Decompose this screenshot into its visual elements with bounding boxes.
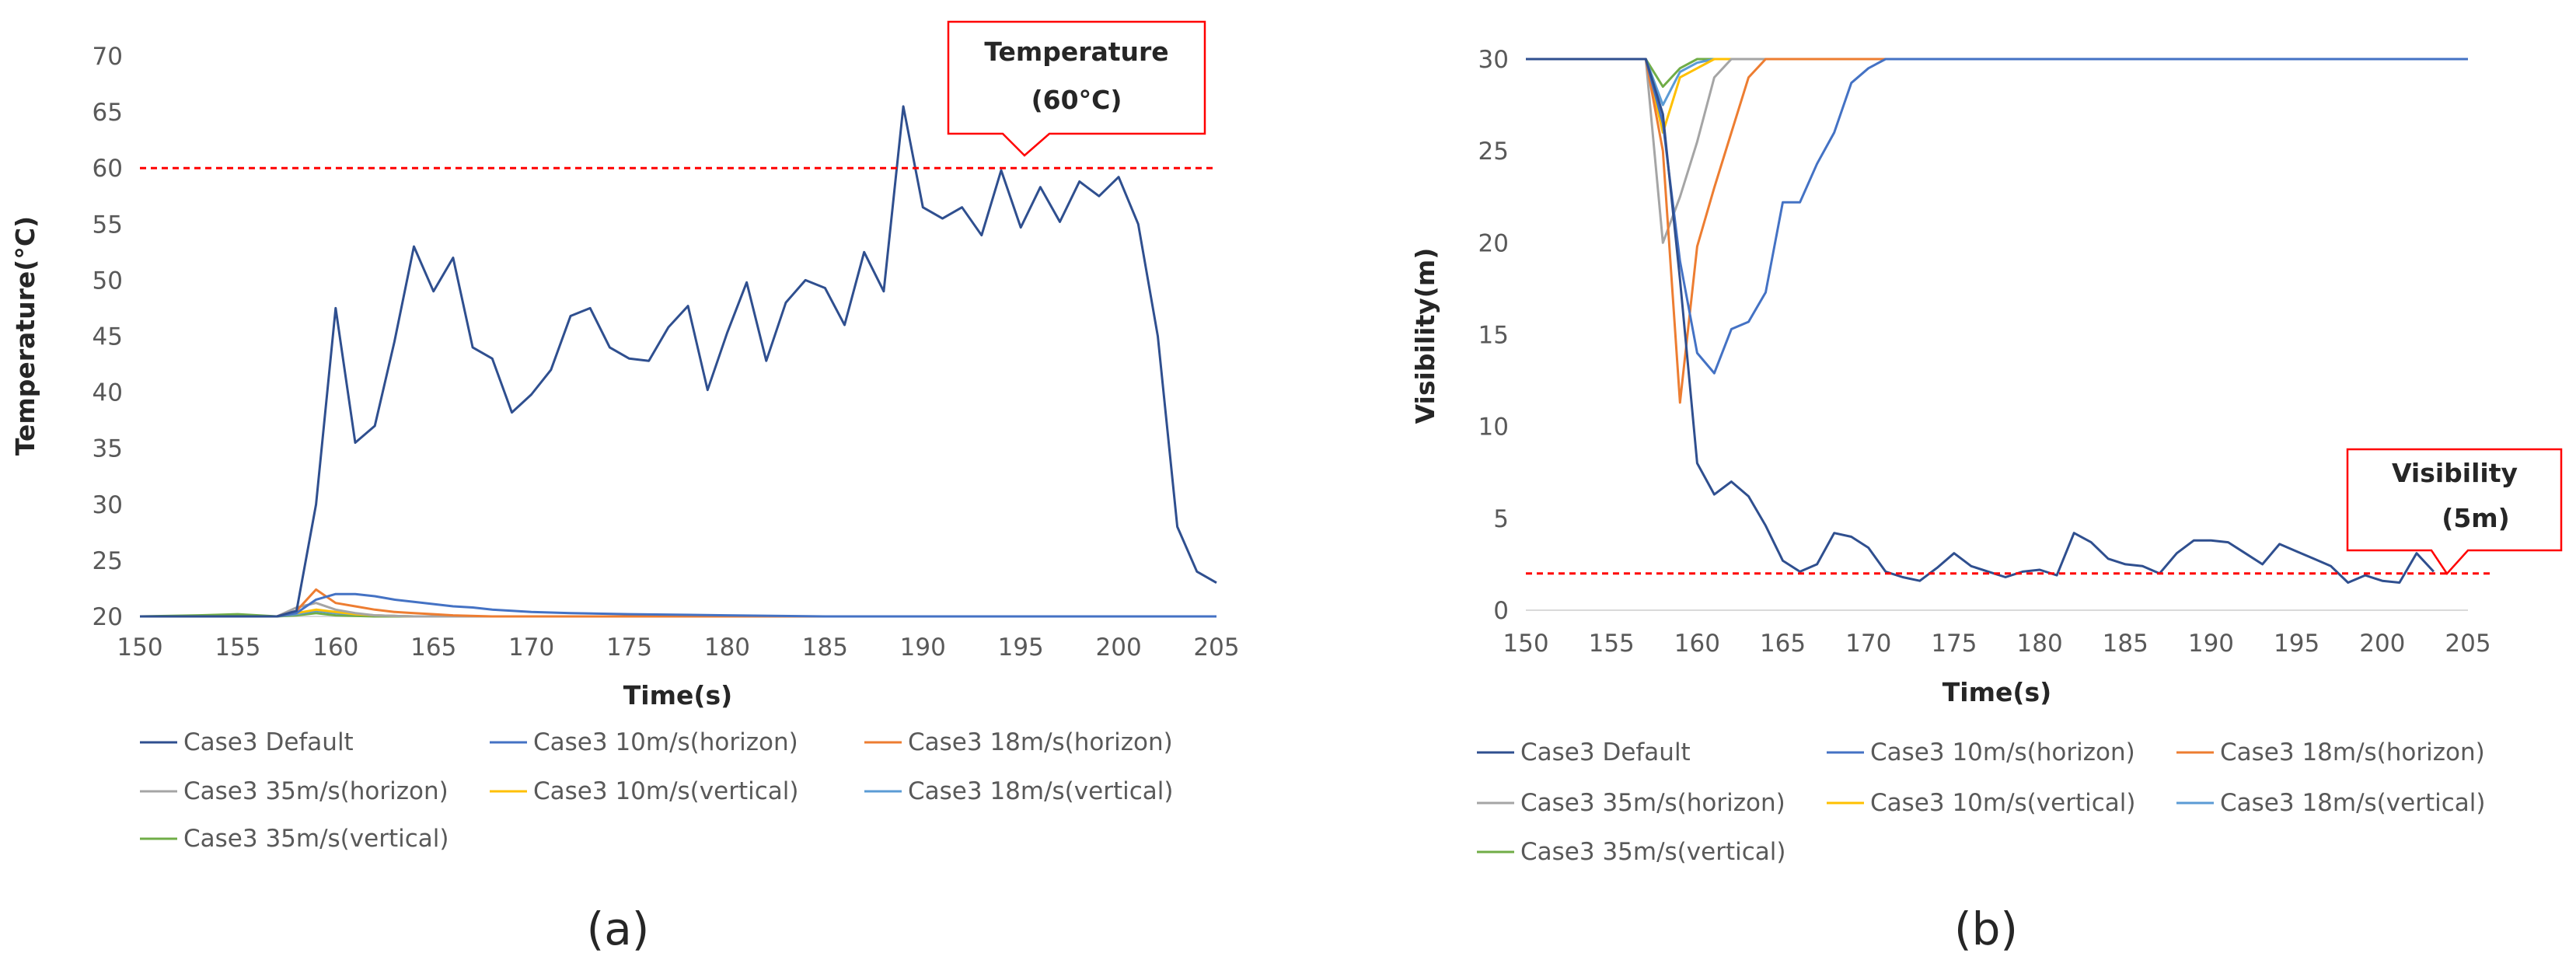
chart-temperature: 20 25 30 35 40 45 50 55 60 65 70 150 155 160 165 170 175… (10, 20, 1240, 955)
x-tick-label: 165 (1760, 630, 1806, 658)
y-tick-label: 65 (92, 99, 123, 127)
callout-box (2346, 448, 2563, 576)
legend-entry: Case3 18m/s(vertical) (908, 777, 1173, 805)
y-axis-title: Visibility(m) (1410, 248, 1440, 424)
series-line (1526, 58, 2468, 375)
legend-entry: Case3 35m/s(horizon) (183, 777, 449, 805)
panel-label: (a) (587, 902, 650, 955)
y-tick-label: 35 (92, 435, 123, 463)
y-tick-label: 0 (1493, 597, 1509, 625)
series-line (140, 105, 1217, 618)
legend: Case3 Default Case3 10m/s(horizon) Case3 1… (140, 728, 1173, 853)
y-tick-label: 50 (92, 267, 123, 295)
series-line (140, 592, 1216, 618)
legend-entry: Case3 10m/s(horizon) (1870, 738, 2135, 766)
x-tick-label: 195 (2274, 630, 2319, 658)
callout-value: (5m) (2442, 503, 2510, 533)
y-tick-label: 30 (1478, 46, 1509, 74)
legend-entry: Case3 35m/s(vertical) (1520, 838, 1785, 866)
x-tick-label: 205 (1193, 634, 1239, 662)
y-tick-label: 55 (92, 211, 123, 239)
callout-title: Temperature (984, 37, 1168, 67)
y-tick-label: 10 (1478, 414, 1509, 442)
x-axis-title: Time(s) (623, 680, 732, 710)
x-tick-label: 165 (410, 634, 456, 662)
legend-entry: Case3 Default (183, 728, 354, 756)
series-line (1526, 58, 2435, 584)
y-tick-label: 40 (92, 379, 123, 407)
y-tick-label: 25 (92, 547, 123, 575)
legend-entry: Case3 Default (1520, 738, 1691, 766)
y-tick-label: 15 (1478, 322, 1509, 350)
y-tick-label: 25 (1478, 138, 1509, 166)
series-line (140, 588, 1216, 618)
y-tick-label: 70 (92, 43, 123, 71)
legend-entry: Case3 35m/s(horizon) (1520, 789, 1785, 817)
x-axis-title: Time(s) (1942, 677, 2051, 707)
x-tick-label: 195 (998, 634, 1044, 662)
callout-title: Visibility (2392, 458, 2518, 488)
x-tick-label: 150 (1503, 630, 1548, 658)
x-tick-label: 205 (2445, 630, 2490, 658)
legend-entry: Case3 35m/s(vertical) (183, 825, 449, 853)
legend-entry: Case3 10m/s(vertical) (533, 777, 798, 805)
x-tick-label: 200 (1096, 634, 1142, 662)
x-tick-label: 155 (215, 634, 260, 662)
x-tick-label: 200 (2359, 630, 2405, 658)
x-tick-label: 170 (1845, 630, 1891, 658)
x-tick-label: 175 (1931, 630, 1977, 658)
legend-entry: Case3 10m/s(horizon) (533, 728, 798, 756)
x-tick-label: 170 (508, 634, 554, 662)
x-tick-label: 190 (900, 634, 946, 662)
panel-label: (b) (1954, 902, 2018, 955)
y-tick-label: 5 (1493, 505, 1509, 533)
x-tick-label: 180 (2017, 630, 2063, 658)
legend: Case3 Default Case3 10m/s(horizon) Case3 1… (1477, 738, 2485, 866)
x-tick-label: 150 (117, 634, 162, 662)
y-tick-label: 20 (1478, 229, 1509, 257)
y-tick-label: 60 (92, 155, 123, 183)
legend-entry: Case3 18m/s(horizon) (908, 728, 1173, 756)
callout-box (947, 20, 1206, 157)
x-tick-label: 160 (312, 634, 358, 662)
series-line (1526, 58, 2468, 88)
y-tick-label: 30 (92, 491, 123, 519)
chart-visibility: 0 5 10 15 20 25 30 150 155 160 165 170 175 180 185 190 1… (1410, 46, 2563, 955)
y-axis-title: Temperature(°C) (10, 216, 40, 456)
callout-value: (60°C) (1031, 85, 1122, 115)
y-tick-label: 45 (92, 323, 123, 351)
x-tick-label: 155 (1589, 630, 1635, 658)
x-tick-label: 185 (2103, 630, 2148, 658)
series-line (1526, 58, 2468, 404)
legend-entry: Case3 18m/s(horizon) (2220, 738, 2485, 766)
x-tick-label: 185 (802, 634, 848, 662)
legend-entry: Case3 18m/s(vertical) (2220, 789, 2485, 817)
x-tick-label: 190 (2188, 630, 2234, 658)
x-tick-label: 180 (704, 634, 750, 662)
y-tick-label: 20 (92, 603, 123, 631)
legend-entry: Case3 10m/s(vertical) (1870, 789, 2135, 817)
x-tick-label: 160 (1674, 630, 1720, 658)
x-tick-label: 175 (606, 634, 652, 662)
